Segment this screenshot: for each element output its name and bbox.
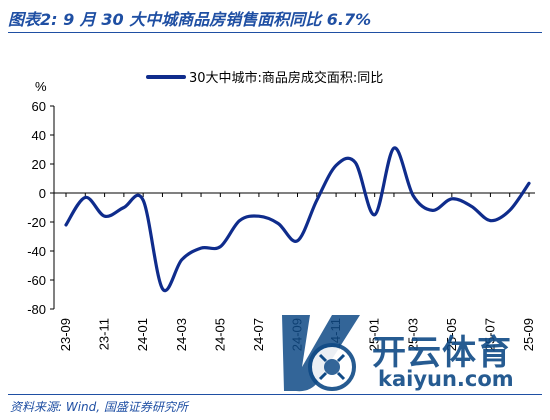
data-point	[180, 258, 183, 261]
x-tick-label: 25-07	[482, 318, 497, 351]
y-axis: 60 40 20 0 -20 -40 -60 -80	[27, 99, 55, 317]
data-point	[334, 164, 338, 167]
data-point	[238, 219, 241, 222]
y-tick-label: 20	[32, 157, 46, 172]
data-point	[450, 197, 453, 200]
data-point	[315, 199, 318, 202]
data-point	[277, 222, 280, 225]
data-point	[489, 219, 492, 222]
y-tick-label: 0	[39, 186, 46, 201]
title-divider	[8, 32, 542, 33]
data-point	[161, 287, 164, 290]
data-point	[219, 245, 222, 248]
data-point	[431, 209, 434, 212]
y-tick-label: -40	[27, 244, 46, 259]
watermark-brand-text: 开云体育	[372, 333, 512, 373]
x-tick-label: 24-05	[212, 318, 227, 351]
footer-divider	[8, 394, 542, 395]
plot-area	[64, 146, 531, 293]
data-point	[84, 196, 87, 199]
legend-label: 30大中城市:商品房成交面积:同比	[189, 70, 383, 86]
data-point	[257, 215, 261, 218]
data-point	[392, 146, 396, 150]
data-point	[142, 199, 145, 202]
y-tick-label: -60	[27, 273, 46, 288]
x-tick-label: 24-07	[251, 318, 266, 351]
data-point	[122, 206, 126, 209]
data-point	[103, 215, 106, 218]
x-tick-label: 23-11	[97, 318, 112, 350]
watermark: 开云体育 kaiyun.com	[262, 305, 547, 400]
x-tick-label: 24-03	[174, 318, 189, 351]
data-point	[296, 239, 299, 242]
x-tick-label: 25-01	[367, 318, 382, 351]
y-axis-unit-label: %	[35, 79, 47, 94]
source-note: 资料来源: Wind, 国盛证券研究所	[10, 400, 188, 414]
legend: 30大中城市:商品房成交面积:同比	[146, 70, 383, 86]
data-point	[469, 204, 473, 208]
y-tick-label: -20	[27, 215, 46, 230]
figure-title: 图表2: 9 月 30 大中城商品房销售面积同比 6.7%	[8, 10, 372, 29]
data-point	[373, 213, 376, 216]
data-point	[527, 182, 531, 185]
data-point	[508, 209, 511, 212]
x-tick-label: 25-03	[405, 318, 420, 351]
data-point	[199, 246, 203, 250]
watermark-url-text: kaiyun.com	[378, 367, 514, 391]
x-tick-label: 25-05	[444, 318, 459, 351]
data-point	[354, 161, 357, 164]
y-tick-label: -80	[27, 302, 46, 317]
y-tick-label: 60	[32, 99, 46, 114]
data-point	[64, 223, 68, 227]
series-line	[64, 146, 531, 293]
x-tick-label: 24-01	[135, 318, 150, 351]
x-tick-label: 23-09	[58, 318, 73, 351]
watermark-logo-icon	[282, 315, 360, 392]
y-tick-label: 40	[32, 128, 46, 143]
x-tick-label: 25-09	[521, 318, 536, 351]
data-point	[412, 194, 415, 198]
